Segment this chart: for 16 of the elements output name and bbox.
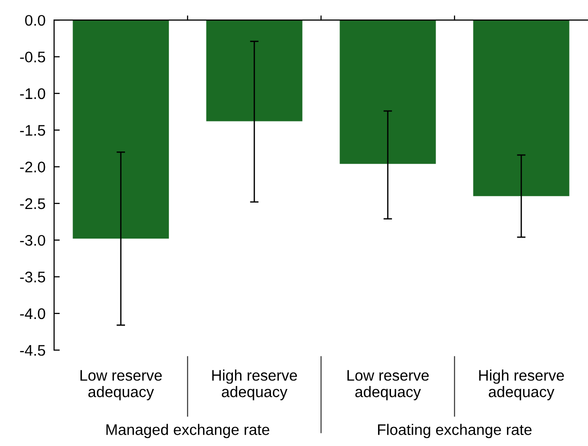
y-tick-label: -1.5 [20, 125, 46, 136]
y-tick-label: -1.0 [20, 88, 46, 100]
x-tick-label: Low reserve adequacy [80, 370, 162, 400]
text: Floating exchange rate [378, 424, 532, 438]
y-tick-label: 0.0 [25, 14, 46, 26]
y-tick-label: -3.0 [20, 234, 46, 246]
y-tick-label: -2.5 [20, 198, 46, 210]
y-tick-label: -4.5 [20, 345, 46, 356]
y-tick-label: -0.5 [20, 52, 46, 62]
y-tick-label: -4.0 [20, 308, 46, 320]
y-tick-label: -3.5 [20, 272, 46, 282]
x-tick-label: High reserve adequacy [212, 370, 297, 400]
x-tick-label: Low reserve adequacy [347, 370, 429, 400]
y-tick-label: -2.0 [20, 162, 46, 172]
x-tick-label: High reserve adequacy [479, 370, 564, 400]
text: Managed exchange rate [106, 424, 270, 438]
